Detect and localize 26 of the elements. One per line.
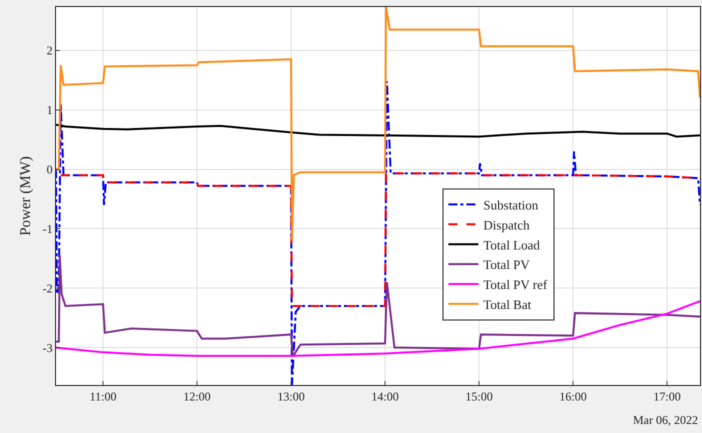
legend-label: Substation [483,197,539,212]
x-tick-label: 13:00 [277,389,305,404]
line-series [56,7,700,242]
line-series [56,254,700,358]
line-series [56,80,700,385]
legend-label: Dispatch [483,217,530,232]
x-tick-label: 16:00 [559,389,587,404]
line-series [56,124,700,138]
text: Mar 06, 2022 [633,413,698,427]
y-tick-label: -3 [42,340,53,355]
x-tick-label: 14:00 [371,389,399,404]
legend-label: Total PV [483,257,530,272]
x-tick-label: 15:00 [465,389,493,404]
y-axis-title: Power (MW) [18,156,34,236]
line-series [56,300,700,357]
y-tick-label: 2 [46,44,53,58]
y-tick-label: -2 [42,281,53,296]
y-tick-label: -1 [42,222,53,236]
x-tick-label: 12:00 [183,389,211,404]
legend-label: Total Bat [483,296,532,312]
x-tick-label: 17:00 [653,389,681,404]
y-tick-label: 0 [46,162,53,176]
x-tick-label: 11:00 [90,389,116,404]
y-tick-label: 1 [46,103,53,118]
legend-label: Total Load [483,237,540,252]
legend-label: Total PV ref [483,277,548,292]
